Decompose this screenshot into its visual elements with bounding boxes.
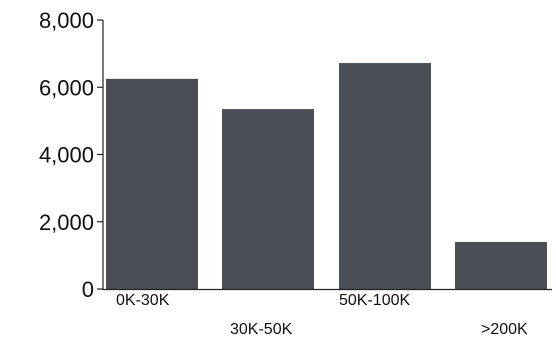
y-tick-label: 6,000 <box>39 75 94 100</box>
x-category-label: 30K-50K <box>230 321 293 338</box>
bar-3 <box>339 63 431 289</box>
x-category-label: 0K-30K <box>116 292 170 309</box>
axes-group <box>97 19 552 291</box>
bar-4 <box>455 241 547 289</box>
x-category-label: >200K <box>481 321 528 338</box>
y-tick-labels: 0 2,000 4,000 6,000 8,000 <box>39 8 94 302</box>
bars-group <box>106 63 547 289</box>
x-tick-labels: 0K-30K 30K-50K 50K-100K >200K <box>116 292 528 338</box>
x-category-label: 50K-100K <box>339 292 410 309</box>
y-tick-label: 4,000 <box>39 143 94 168</box>
y-tick-label: 0 <box>82 277 94 302</box>
y-tick-label: 8,000 <box>39 8 94 33</box>
y-tick-label: 2,000 <box>39 210 94 235</box>
bar-2 <box>222 109 314 289</box>
bar-1 <box>106 78 198 289</box>
